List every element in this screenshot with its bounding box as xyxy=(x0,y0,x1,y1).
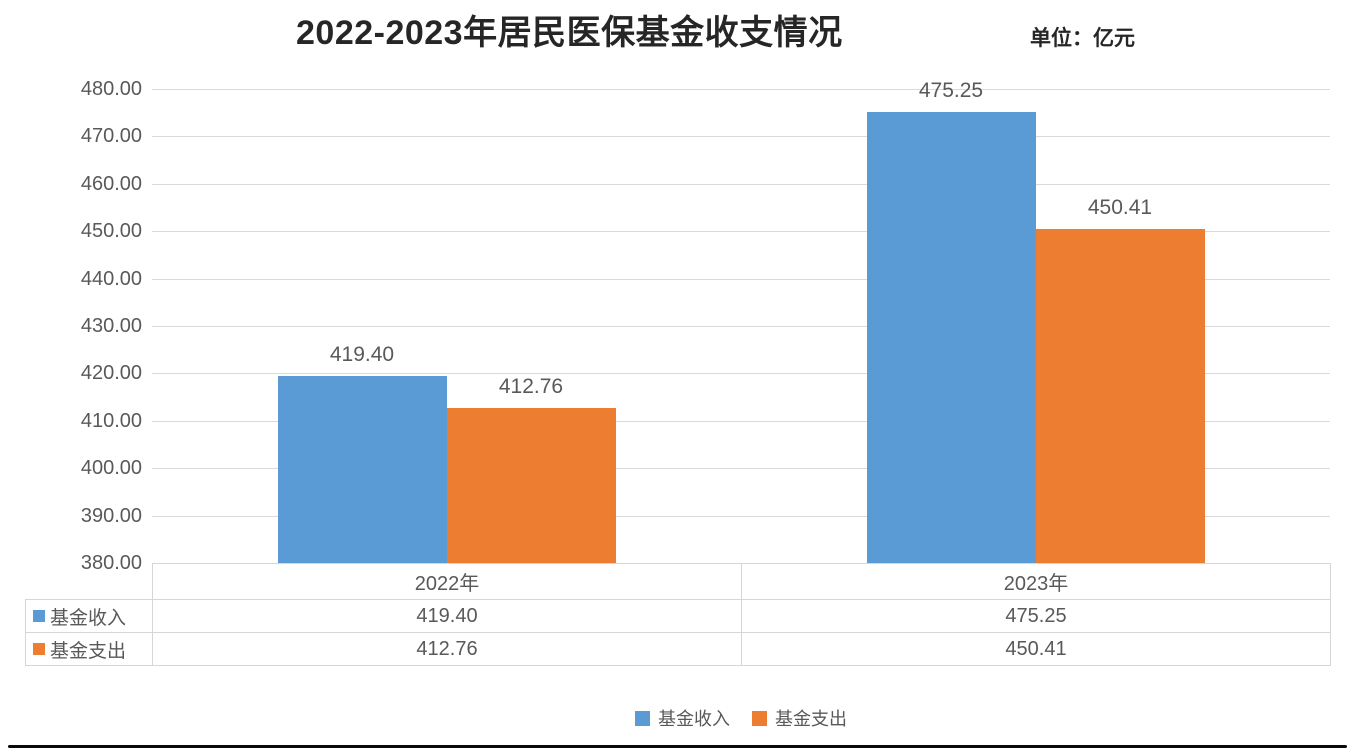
y-tick-label: 480.00 xyxy=(80,78,142,100)
legend-label: 基金收入 xyxy=(658,709,730,729)
y-tick-label: 390.00 xyxy=(80,504,142,527)
legend: 基金收入 基金支出 xyxy=(152,703,1330,733)
y-tick-label: 380.00 xyxy=(80,552,142,574)
table-key-基金支出: 基金支出 xyxy=(25,632,153,666)
y-tick-label: 470.00 xyxy=(80,125,142,148)
gridline xyxy=(152,89,1330,90)
table-header-2022年: 2022年 xyxy=(152,563,742,600)
legend-label: 基金支出 xyxy=(775,709,847,729)
y-tick-label: 450.00 xyxy=(80,220,142,243)
unit-label: 单位：亿元 xyxy=(1030,27,1135,50)
y-tick-label: 400.00 xyxy=(80,457,142,480)
bar-value-label: 419.40 xyxy=(329,343,395,367)
table-key-label: 基金收入 xyxy=(50,607,127,629)
y-tick-label: 430.00 xyxy=(80,315,142,337)
bar-value-label: 450.41 xyxy=(1087,196,1153,220)
gridline xyxy=(152,231,1330,233)
legend-item-基金收入: 基金收入 xyxy=(635,705,730,731)
bar-基金收入-2022年 xyxy=(277,376,447,563)
table-value-cell: 475.25 xyxy=(741,599,1331,633)
bottom-edge-line xyxy=(8,745,1347,748)
gridline xyxy=(152,326,1330,327)
gridline xyxy=(152,373,1330,375)
bar-基金支出-2022年 xyxy=(446,407,616,563)
bar-基金收入-2023年 xyxy=(866,111,1036,563)
y-tick-label: 420.00 xyxy=(80,362,142,385)
bar-value-label: 475.25 xyxy=(918,78,984,102)
legend-swatch xyxy=(752,710,767,726)
table-key-label: 基金支出 xyxy=(50,640,127,662)
bar-value-label: 412.76 xyxy=(498,374,564,398)
bar-基金支出-2023年 xyxy=(1035,229,1205,563)
gridline xyxy=(152,420,1330,422)
plot-area: 419.40 412.76 475.25 450.41 xyxy=(152,79,1330,563)
y-tick-label: 410.00 xyxy=(80,409,142,432)
gridline xyxy=(152,278,1330,280)
table-header-2023年: 2023年 xyxy=(741,563,1331,600)
table-value-cell: 450.41 xyxy=(741,632,1331,666)
legend-swatch xyxy=(635,710,650,726)
gridline xyxy=(152,515,1330,517)
series-swatch xyxy=(33,643,45,655)
table-value-cell: 412.76 xyxy=(152,632,742,666)
gridline xyxy=(152,468,1330,470)
table-key-基金收入: 基金收入 xyxy=(25,599,153,633)
y-tick-label: 440.00 xyxy=(80,267,142,290)
series-swatch xyxy=(33,610,45,622)
table-value-cell: 419.40 xyxy=(152,599,742,633)
y-tick-label: 460.00 xyxy=(80,172,142,195)
legend-item-基金支出: 基金支出 xyxy=(752,705,847,731)
gridline xyxy=(152,183,1330,185)
chart-title: 2022-2023年居民医保基金收支情况 xyxy=(296,14,843,52)
gridline xyxy=(152,136,1330,138)
